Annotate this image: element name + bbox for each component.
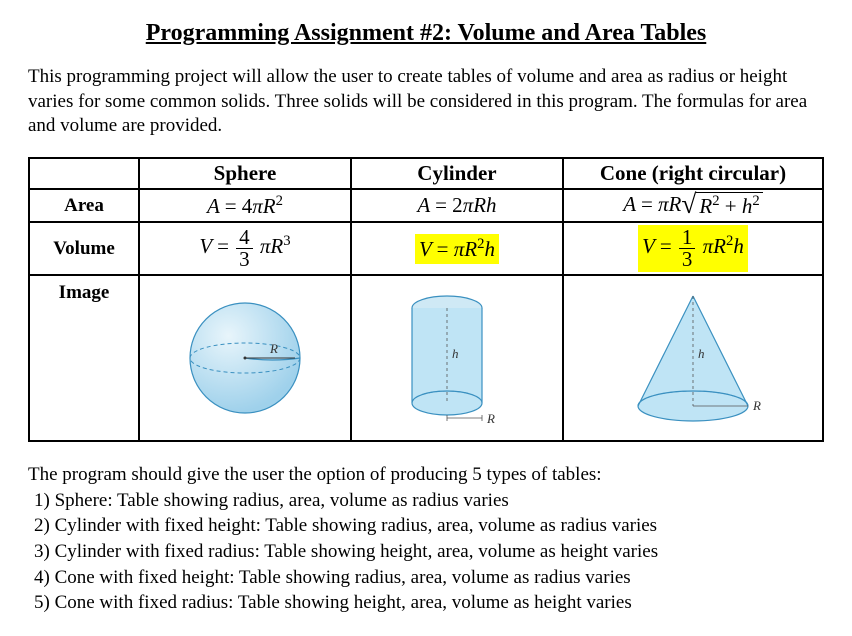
sphere-volume-cell: V = 43 πR3 <box>139 222 351 275</box>
cone-image-cell: h R <box>563 275 823 441</box>
svg-text:R: R <box>752 398 761 413</box>
svg-text:R: R <box>269 341 278 356</box>
cylinder-volume-formula: V = πR2h <box>419 237 495 261</box>
option-5: 5) Cone with fixed radius: Table showing… <box>28 590 824 616</box>
option-3: 3) Cylinder with fixed radius: Table sho… <box>28 539 824 565</box>
highlight: V = πR2h <box>415 234 499 264</box>
highlight: V = 13 πR2h <box>638 225 748 272</box>
options-intro: The program should give the user the opt… <box>28 462 824 488</box>
cylinder-volume-cell: V = πR2h <box>351 222 563 275</box>
intro-paragraph: This programming project will allow the … <box>28 65 824 139</box>
option-1: 1) Sphere: Table showing radius, area, v… <box>28 488 824 514</box>
cone-area-formula: A = πR√R2 + h2 <box>623 192 763 216</box>
col-header-sphere: Sphere <box>139 158 351 189</box>
cylinder-area-cell: A = 2πRh <box>351 189 563 222</box>
cone-icon: h R <box>608 278 778 438</box>
row-label-volume: Volume <box>29 222 139 275</box>
blank-header <box>29 158 139 189</box>
cylinder-image-cell: h R <box>351 275 563 441</box>
options-section: The program should give the user the opt… <box>28 462 824 616</box>
page-title: Programming Assignment #2: Volume and Ar… <box>28 20 824 47</box>
sphere-area-formula: A = 4πR2 <box>207 194 283 218</box>
svg-text:h: h <box>698 346 705 361</box>
sphere-image-cell: R <box>139 275 351 441</box>
sphere-area-cell: A = 4πR2 <box>139 189 351 222</box>
svg-text:R: R <box>486 411 495 426</box>
option-2: 2) Cylinder with fixed height: Table sho… <box>28 513 824 539</box>
svg-text:h: h <box>452 346 459 361</box>
cylinder-icon: h R <box>382 278 532 438</box>
cone-volume-cell: V = 13 πR2h <box>563 222 823 275</box>
col-header-cylinder: Cylinder <box>351 158 563 189</box>
cylinder-area-formula: A = 2πRh <box>417 193 496 217</box>
cone-volume-formula: V = 13 πR2h <box>642 234 744 258</box>
row-label-area: Area <box>29 189 139 222</box>
sphere-icon: R <box>170 283 320 433</box>
row-label-image: Image <box>29 275 139 441</box>
cone-area-cell: A = πR√R2 + h2 <box>563 189 823 222</box>
col-header-cone: Cone (right circular) <box>563 158 823 189</box>
option-4: 4) Cone with fixed height: Table showing… <box>28 565 824 591</box>
solids-table: Sphere Cylinder Cone (right circular) Ar… <box>28 157 824 442</box>
sphere-volume-formula: V = 43 πR3 <box>199 234 290 258</box>
